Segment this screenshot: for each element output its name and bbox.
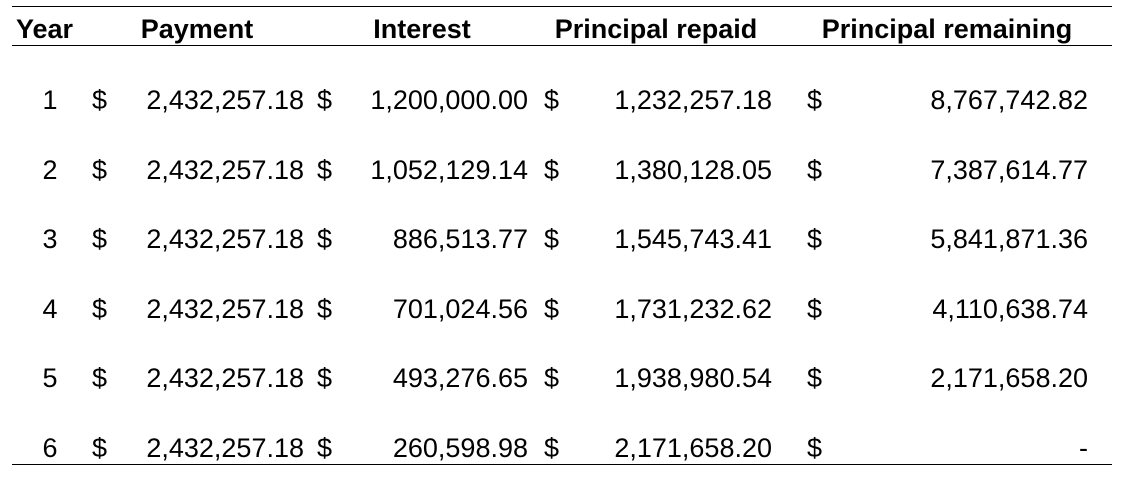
cell-principal-remaining: 2,171,658.20	[930, 363, 1088, 393]
currency-sign: $	[92, 224, 108, 254]
currency-sign: $	[92, 433, 108, 463]
table-top-rule	[12, 6, 1112, 7]
currency-sign: $	[544, 433, 560, 463]
currency-sign: $	[92, 363, 108, 393]
currency-sign: $	[317, 155, 333, 185]
cell-year: 1	[42, 85, 58, 115]
cell-payment: 2,432,257.18	[146, 85, 304, 115]
currency-sign: $	[544, 85, 560, 115]
currency-sign: $	[317, 363, 333, 393]
currency-sign: $	[317, 294, 333, 324]
cell-payment: 2,432,257.18	[146, 294, 304, 324]
currency-sign: $	[807, 363, 823, 393]
cell-interest: 1,052,129.14	[370, 155, 528, 185]
cell-principal-repaid: 2,171,658.20	[614, 433, 772, 463]
cell-payment: 2,432,257.18	[146, 224, 304, 254]
header-interest: Interest	[373, 14, 471, 44]
cell-principal-repaid: 1,938,980.54	[614, 363, 772, 393]
cell-payment: 2,432,257.18	[146, 155, 304, 185]
cell-year: 5	[42, 363, 58, 393]
cell-payment: 2,432,257.18	[146, 433, 304, 463]
cell-principal-repaid: 1,380,128.05	[614, 155, 772, 185]
currency-sign: $	[92, 294, 108, 324]
currency-sign: $	[807, 85, 823, 115]
currency-sign: $	[807, 155, 823, 185]
cell-principal-repaid: 1,545,743.41	[614, 224, 772, 254]
currency-sign: $	[544, 155, 560, 185]
cell-principal-repaid: 1,232,257.18	[614, 85, 772, 115]
cell-payment: 2,432,257.18	[146, 363, 304, 393]
currency-sign: $	[807, 224, 823, 254]
cell-principal-remaining: -	[1079, 433, 1088, 463]
cell-year: 3	[42, 224, 58, 254]
currency-sign: $	[544, 224, 560, 254]
currency-sign: $	[92, 85, 108, 115]
cell-interest: 1,200,000.00	[370, 85, 528, 115]
currency-sign: $	[92, 155, 108, 185]
cell-principal-remaining: 4,110,638.74	[932, 294, 1088, 324]
cell-interest: 886,513.77	[392, 224, 528, 254]
cell-interest: 260,598.98	[392, 433, 528, 463]
amortization-table: Year Payment Interest Principal repaid P…	[12, 6, 1112, 466]
currency-sign: $	[317, 433, 333, 463]
cell-interest: 493,276.65	[392, 363, 528, 393]
table-bottom-rule	[12, 464, 1112, 465]
header-principal-remaining: Principal remaining	[821, 14, 1073, 44]
cell-principal-repaid: 1,731,232.62	[614, 294, 772, 324]
header-rule	[12, 45, 1112, 46]
currency-sign: $	[544, 363, 560, 393]
cell-principal-remaining: 7,387,614.77	[930, 155, 1088, 185]
cell-principal-remaining: 8,767,742.82	[930, 85, 1088, 115]
cell-year: 4	[42, 294, 58, 324]
cell-year: 6	[42, 433, 58, 463]
currency-sign: $	[317, 85, 333, 115]
currency-sign: $	[807, 294, 823, 324]
header-principal-repaid: Principal repaid	[554, 14, 758, 44]
header-payment: Payment	[140, 14, 254, 44]
cell-year: 2	[42, 155, 58, 185]
header-year: Year	[16, 14, 74, 44]
cell-interest: 701,024.56	[392, 294, 528, 324]
cell-principal-remaining: 5,841,871.36	[930, 224, 1088, 254]
currency-sign: $	[317, 224, 333, 254]
currency-sign: $	[807, 433, 823, 463]
currency-sign: $	[544, 294, 560, 324]
